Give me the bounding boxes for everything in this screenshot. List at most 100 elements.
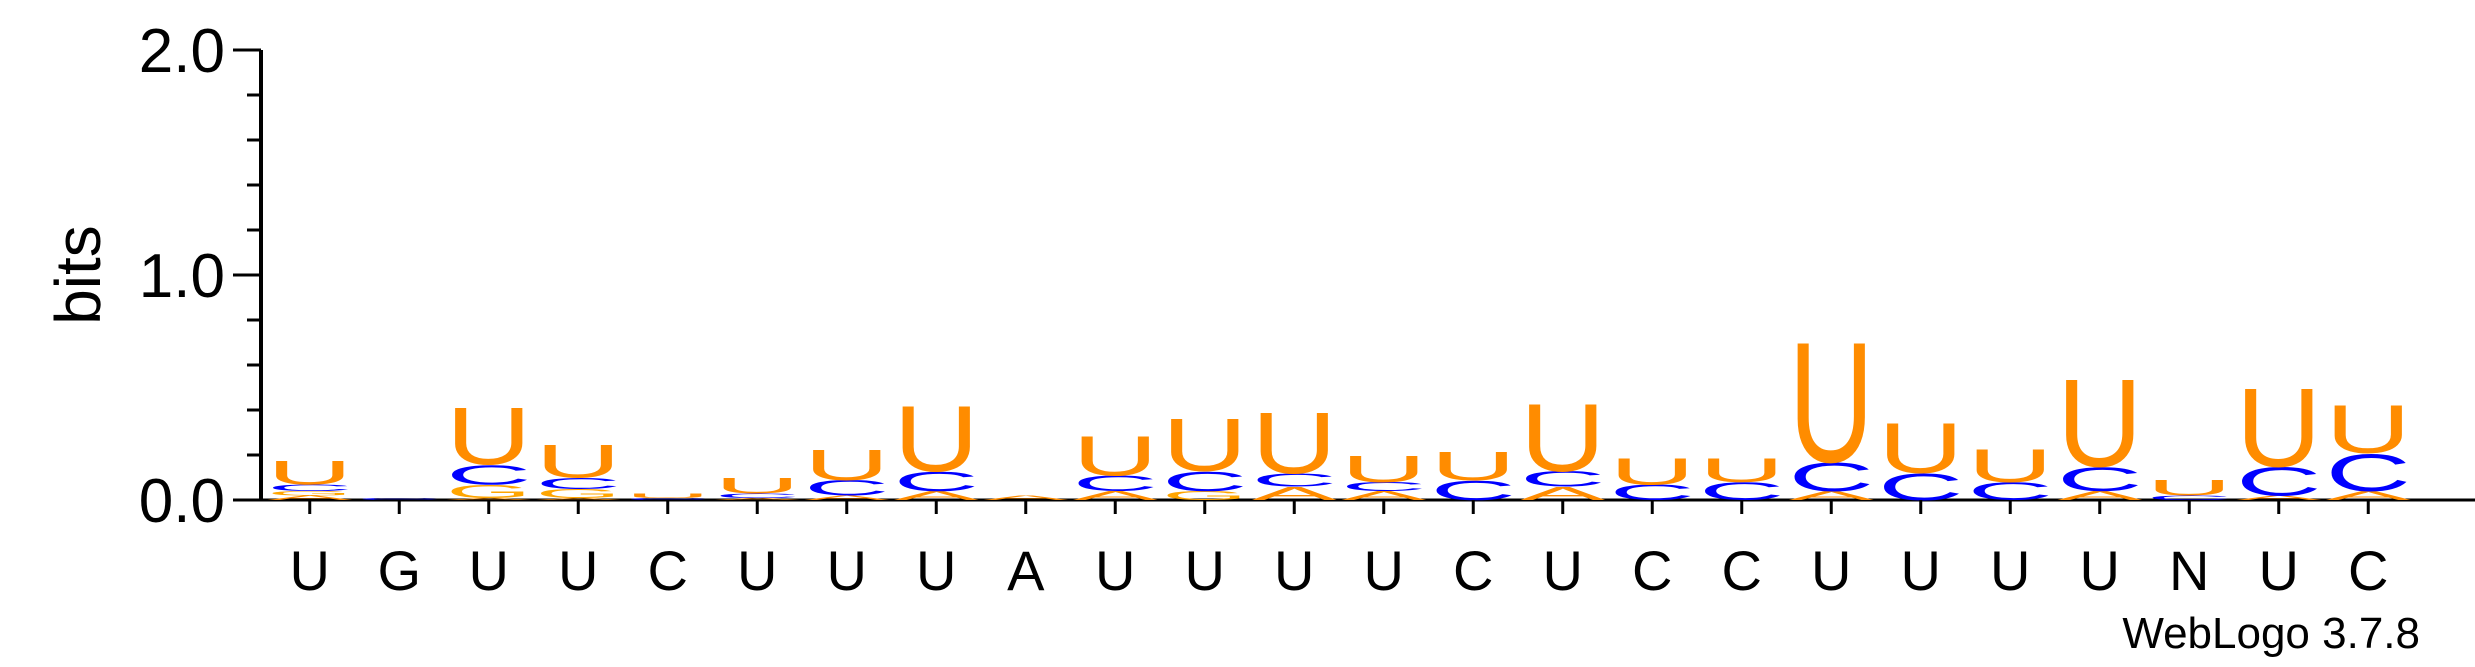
logo-letter-U: U: [1610, 451, 1695, 493]
position-stack-21: ACU: [2057, 353, 2143, 502]
logo-letter-U: U: [1072, 424, 1158, 487]
logo-letter-U: U: [1699, 451, 1784, 489]
logo-letter-U: U: [625, 492, 711, 499]
logo-letter-U: U: [1341, 448, 1426, 490]
logo-letter-U: U: [536, 435, 621, 488]
y-ticks: 0.0 1.0 2.0: [139, 17, 261, 536]
logo-letter-U: U: [1878, 408, 1963, 489]
logo-letter-A: A: [1341, 489, 1427, 503]
position-stack-13: ACU: [1341, 448, 1427, 502]
logo-letter-U: U: [894, 386, 979, 491]
x-tick-label: U: [1901, 539, 1941, 602]
y-axis-label: bits: [42, 225, 114, 325]
position-stack-7: ACU: [804, 440, 890, 501]
logo-letter-U: U: [1162, 403, 1247, 487]
y-tick-label: 0.0: [139, 467, 225, 536]
x-tick-label: U: [1543, 539, 1583, 602]
logo-letter-A: A: [804, 494, 890, 501]
logo-letter-A: A: [715, 497, 801, 500]
logo-letter-C: C: [714, 492, 800, 499]
position-stack-20: CU: [1968, 440, 2053, 506]
x-tick-label: U: [737, 539, 777, 602]
logo-letter-U: U: [1520, 383, 1605, 491]
logo-letter-U: U: [1788, 307, 1874, 499]
logo-letter-C: C: [1341, 480, 1426, 494]
logo-letter-C: C: [625, 497, 711, 501]
logo-letter-C: C: [1520, 467, 1606, 491]
x-tick-label: C: [1722, 539, 1762, 602]
logo-letter-A: A: [983, 494, 1069, 501]
logo-letter-A: A: [1520, 483, 1605, 504]
x-tick-label: G: [377, 539, 421, 602]
logo-letter-U: U: [1430, 443, 1516, 488]
logo-letter-A: A: [2236, 494, 2322, 501]
logo-letter-C: C: [1788, 454, 1874, 499]
logo-letter-A: A: [2326, 489, 2412, 503]
logo-letter-C: C: [267, 483, 352, 493]
logo-letter-U: U: [446, 390, 531, 481]
logo-letter-C: C: [446, 459, 532, 490]
x-tick-label: U: [469, 539, 509, 602]
logo-letter-U: U: [267, 453, 352, 491]
logo-letter-G: G: [267, 490, 352, 497]
logo-letter-U: U: [714, 474, 800, 498]
logo-letter-C: C: [1072, 471, 1158, 495]
position-stack-9: A: [983, 494, 1069, 501]
logo-letter-A: A: [1073, 489, 1159, 503]
x-tick-label: U: [290, 539, 330, 602]
x-tick-label: C: [1453, 539, 1493, 602]
position-stack-15: ACU: [1520, 383, 1606, 504]
position-stack-22: CU: [2146, 476, 2232, 501]
x-tick-label: U: [1990, 539, 2030, 602]
position-stack-17: CU: [1699, 451, 1784, 505]
logo-letter-C: C: [2146, 494, 2232, 501]
position-stack-16: CU: [1609, 451, 1695, 505]
logo-letter-G: G: [1162, 489, 1247, 503]
logo-letter-U: U: [2326, 390, 2411, 467]
x-tick-label: A: [1007, 539, 1045, 602]
logo-letter-A: A: [267, 494, 353, 501]
logo-letter-A: A: [1252, 483, 1337, 504]
x-tick-label: C: [1632, 539, 1672, 602]
position-stack-8: ACU: [893, 386, 979, 503]
logo-letter-A: A: [894, 489, 980, 503]
weblogo-credit: WebLogo 3.7.8: [2122, 609, 2420, 658]
logo-letter-U: U: [2146, 476, 2232, 500]
logo-letter-C: C: [535, 475, 621, 492]
x-tick-label: U: [1185, 539, 1225, 602]
logo-letter-U: U: [2236, 365, 2321, 491]
logo-letter-A: A: [536, 497, 622, 500]
logo-letter-G: G: [536, 486, 621, 500]
position-stack-11: GCU: [1162, 403, 1248, 503]
x-tick-label: C: [2348, 539, 2388, 602]
x-tick-label: U: [1274, 539, 1314, 602]
x-tick-label: N: [2169, 539, 2209, 602]
logo-letter-A: A: [2057, 489, 2143, 503]
logo-letter-U: U: [804, 440, 889, 489]
x-tick-label: U: [827, 539, 867, 602]
position-stack-23: ACU: [2236, 365, 2322, 504]
logo-letter-U: U: [2057, 353, 2143, 493]
logo-letter-C: C: [2325, 444, 2411, 503]
y-tick-label: 1.0: [139, 242, 225, 311]
logo-letter-C: C: [2236, 459, 2322, 504]
x-tick-label: U: [1811, 539, 1851, 602]
x-tick-label: U: [2080, 539, 2120, 602]
logo-letter-C: C: [2057, 460, 2142, 498]
logo-letter-C: C: [356, 497, 442, 501]
position-stack-18: ACU: [1788, 307, 1874, 503]
logo-letter-U: U: [1968, 440, 2053, 493]
x-tick-label: U: [916, 539, 956, 602]
logo-letter-U: U: [1252, 395, 1337, 493]
position-stack-24: ACU: [2325, 390, 2411, 503]
logo-letter-A: A: [446, 497, 532, 500]
logo-letter-C: C: [804, 476, 890, 500]
logo-letter-C: C: [1251, 469, 1337, 490]
y-tick-label: 2.0: [139, 17, 225, 86]
position-stack-19: CU: [1878, 408, 1963, 508]
position-stack-2: C: [356, 497, 442, 501]
position-stack-14: CU: [1430, 443, 1516, 506]
